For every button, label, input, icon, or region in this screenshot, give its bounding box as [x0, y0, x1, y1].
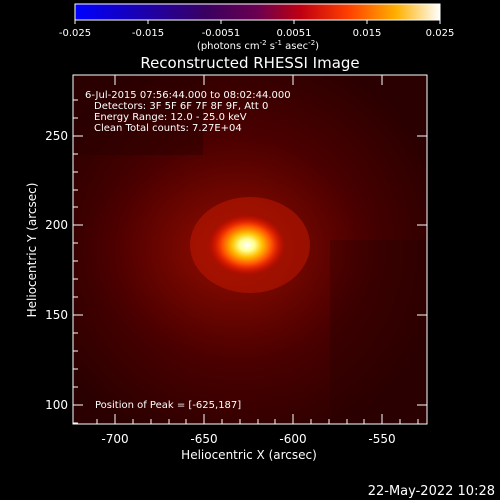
- colorbar-tick-label: 0.025: [426, 28, 455, 39]
- colorbar-tick-label: -0.015: [132, 28, 164, 39]
- x-axis-label: Heliocentric X (arcsec): [181, 448, 317, 462]
- colorbar-tick-label: 0.015: [353, 28, 382, 39]
- x-tick-label: -650: [190, 432, 217, 446]
- y-tick-label: 250: [45, 129, 68, 143]
- footer-timestamp: 22-May-2022 10:28: [368, 484, 495, 499]
- colorbar-tick-label: -0.025: [59, 28, 91, 39]
- colorbar-tick-label: 0.0051: [277, 28, 312, 39]
- x-tick-labels: -700 -650 -600 -550: [101, 432, 395, 446]
- info-clean-counts: Clean Total counts: 7.27E+04: [94, 123, 242, 134]
- info-text: 6-Jul-2015 07:56:44.000 to 08:02:44.000 …: [85, 90, 291, 134]
- x-tick-label: -700: [101, 432, 128, 446]
- info-detectors: Detectors: 3F 5F 6F 7F 8F 9F, Att 0: [94, 101, 268, 112]
- x-tick-label: -600: [279, 432, 306, 446]
- y-tick-label: 150: [45, 308, 68, 322]
- colorbar-tick-labels: -0.025 -0.015 -0.0051 0.0051 0.015 0.025: [59, 28, 454, 39]
- info-time-range: 6-Jul-2015 07:56:44.000 to 08:02:44.000: [85, 90, 291, 101]
- colorbar-ticks: [74, 20, 441, 24]
- y-tick-labels: 250 200 150 100: [45, 129, 68, 412]
- x-axis-ticks: [96, 75, 419, 424]
- heatmap-image: [73, 75, 427, 424]
- x-tick-label: -550: [368, 432, 395, 446]
- y-tick-label: 100: [45, 398, 68, 412]
- plot-frame: [72, 74, 428, 425]
- colorbar: [74, 3, 441, 21]
- peak-position-text: Position of Peak = [-625,187]: [95, 400, 241, 411]
- y-tick-label: 200: [45, 218, 68, 232]
- colorbar-tick-label: -0.0051: [202, 28, 241, 39]
- y-axis-label: Heliocentric Y (arcsec): [25, 183, 39, 318]
- info-energy-range: Energy Range: 12.0 - 25.0 keV: [94, 112, 247, 123]
- colorbar-units: (photons cm-2 s-1 asec-2): [197, 39, 319, 52]
- plot-title: Reconstructed RHESSI Image: [140, 54, 359, 72]
- y-axis-ticks: [73, 99, 427, 424]
- flare-source: [209, 215, 285, 275]
